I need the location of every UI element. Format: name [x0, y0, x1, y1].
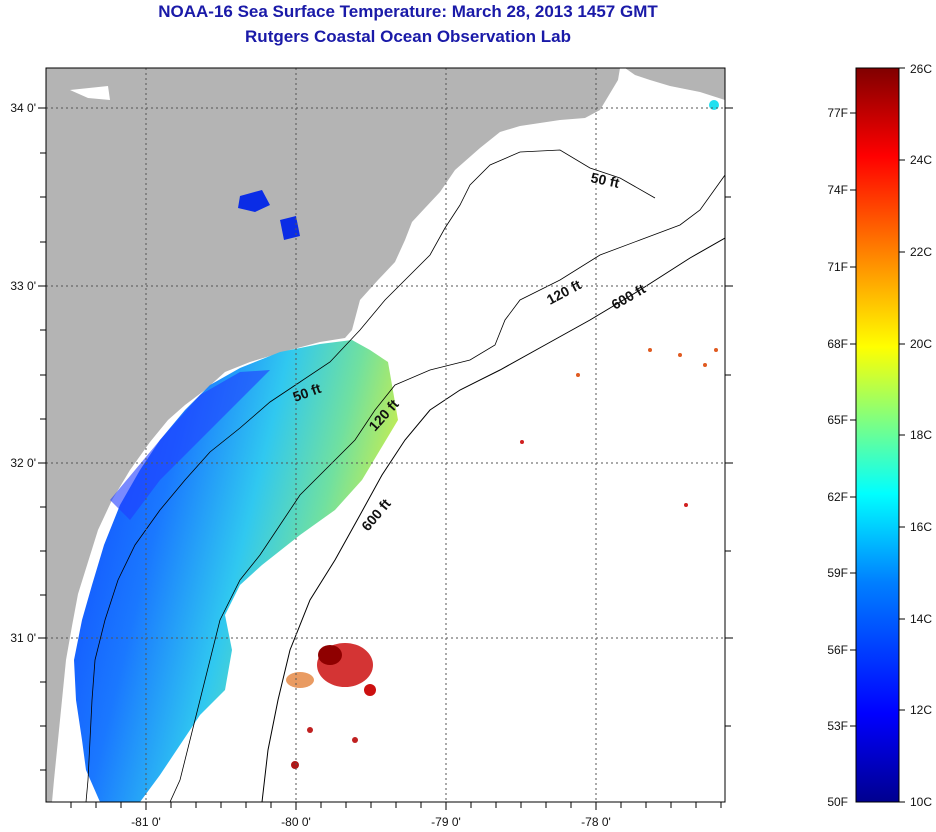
- colorbar-f-label: 68F: [827, 337, 848, 351]
- colorbar-ticks: [850, 67, 905, 803]
- colorbar-f-label: 62F: [827, 490, 848, 504]
- colorbar-c-label: 26C: [910, 62, 932, 76]
- inland-lake: [280, 216, 300, 240]
- lon-tick-label: -79 0': [431, 815, 461, 829]
- lat-tick-label: 34 0': [10, 101, 36, 115]
- gulf-stream-patches: [286, 100, 719, 769]
- map-frame: [45, 67, 726, 803]
- tick-marks: [38, 107, 733, 810]
- lat-tick-label: 32 0': [10, 456, 36, 470]
- inland-water: [70, 86, 110, 100]
- colorbar-f-label: 50F: [827, 795, 848, 809]
- colorbar-f-label: 56F: [827, 643, 848, 657]
- colorbar-c-label: 24C: [910, 153, 932, 167]
- colorbar-c-label: 10C: [910, 795, 932, 809]
- contour-label-50ft: 50 ft: [589, 169, 621, 191]
- lon-tick-label: -80 0': [281, 815, 311, 829]
- colorbar-f-label: 74F: [827, 183, 848, 197]
- map-plot-area: [46, 68, 725, 802]
- colorbar-f-label: 65F: [827, 413, 848, 427]
- land-mass: [46, 68, 620, 802]
- colorbar-scale: [855, 67, 900, 803]
- lat-tick-label: 31 0': [10, 631, 36, 645]
- lon-tick-label: -81 0': [131, 815, 161, 829]
- colorbar-c-label: 20C: [910, 337, 932, 351]
- graticule: [46, 68, 725, 802]
- colorbar-f-label: 53F: [827, 719, 848, 733]
- contour-50ft: [85, 149, 656, 802]
- lat-tick-label: 33 0': [10, 279, 36, 293]
- colorbar-c-label: 22C: [910, 245, 932, 259]
- contour-120ft: [169, 174, 725, 802]
- cold-band: [110, 370, 270, 520]
- temperature-colorbar: 77F 74F 71F 68F 65F 62F 59F 56F 53F 50F …: [827, 62, 932, 809]
- map-title: NOAA-16 Sea Surface Temperature: March 2…: [158, 2, 658, 21]
- contour-600ft: [261, 237, 725, 802]
- colorbar-c-label: 16C: [910, 520, 932, 534]
- colorbar-f-label: 77F: [827, 106, 848, 120]
- colorbar-c-label: 18C: [910, 428, 932, 442]
- lon-tick-label: -78 0': [581, 815, 611, 829]
- inland-lake: [238, 190, 270, 212]
- map-subtitle: Rutgers Coastal Ocean Observation Lab: [245, 27, 571, 46]
- colorbar-c-label: 12C: [910, 703, 932, 717]
- land-mass-north: [625, 68, 725, 100]
- colorbar-f-label: 59F: [827, 566, 848, 580]
- colorbar-c-label: 14C: [910, 612, 932, 626]
- colorbar-f-label: 71F: [827, 260, 848, 274]
